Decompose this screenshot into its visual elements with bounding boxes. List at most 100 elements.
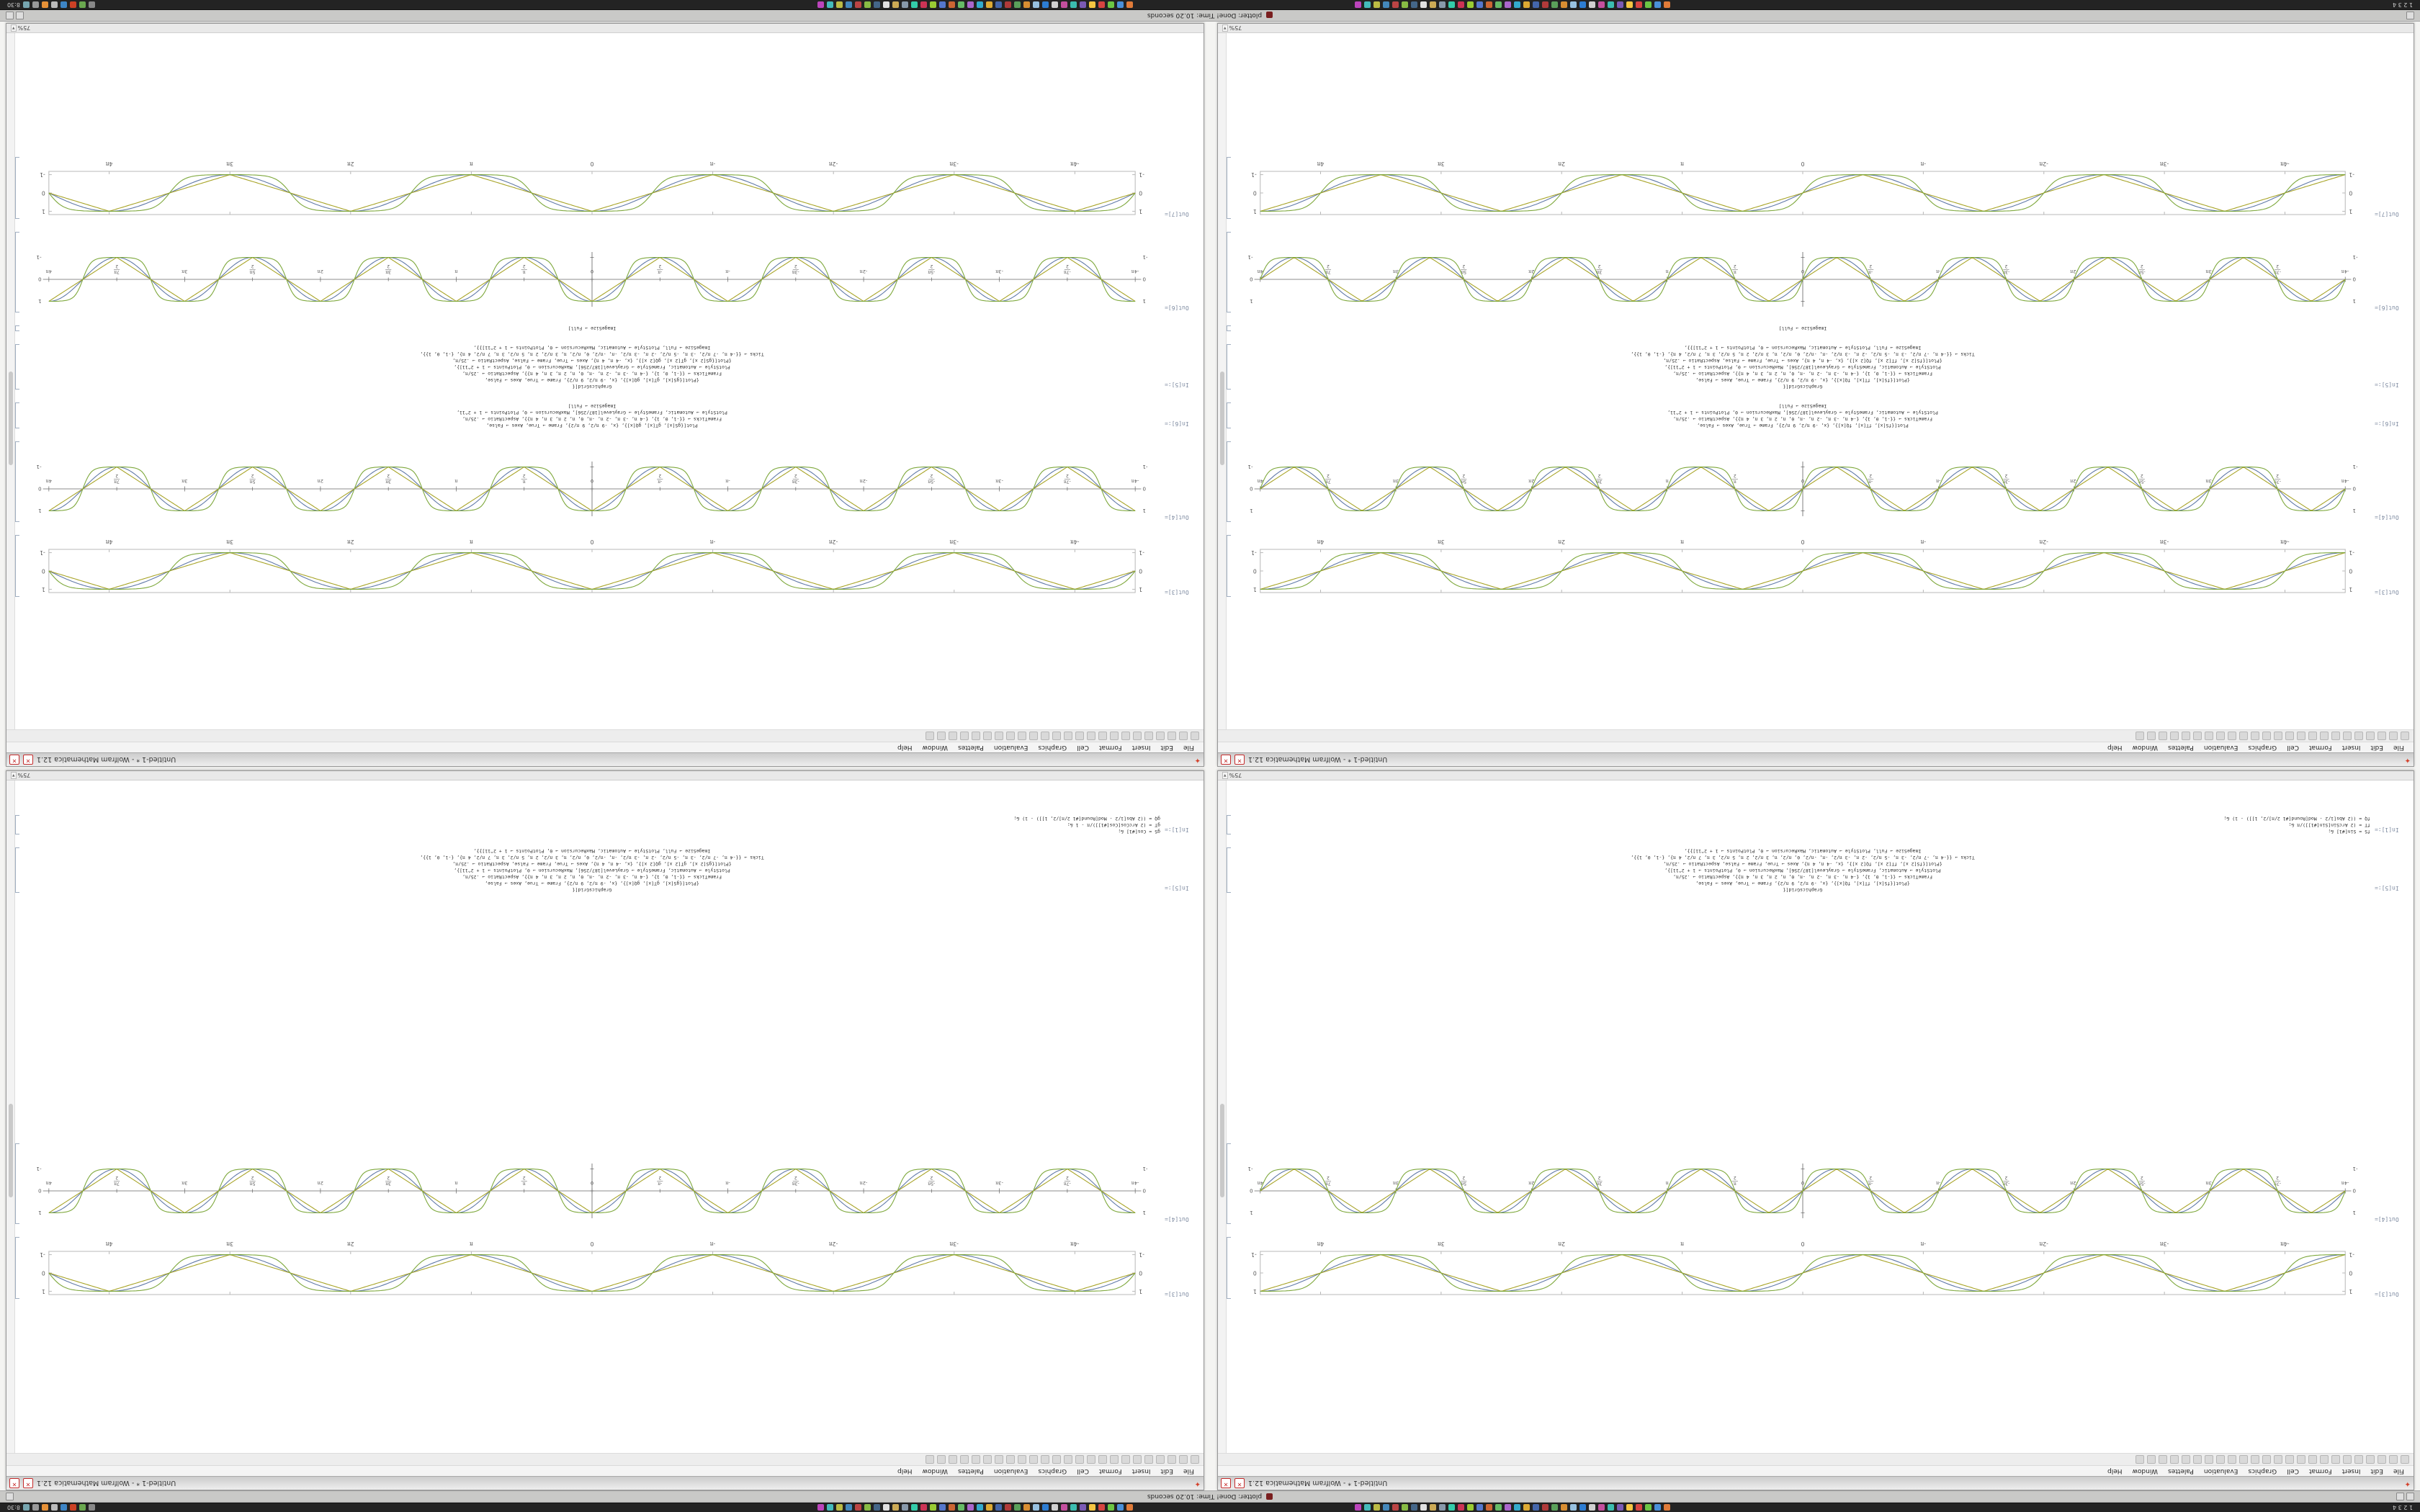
cell-bracket[interactable] [1227,344,1231,390]
launcher-icon[interactable] [826,1504,833,1511]
launcher-icon[interactable] [1363,1,1371,8]
window-titlebar[interactable]: ✦ Untitled-1 * - Wolfram Mathematica 12.… [1218,1476,2414,1490]
copy-icon[interactable] [1133,732,1142,740]
launcher-icon[interactable] [854,1504,861,1511]
bold-icon[interactable] [2297,732,2305,740]
launcher-icon[interactable] [1382,1504,1389,1511]
cell-bracket[interactable] [15,847,19,893]
align-icon[interactable] [2239,732,2248,740]
paste-icon[interactable] [1121,732,1130,740]
window-titlebar[interactable]: ✦ Untitled-1 * - Wolfram Mathematica 12.… [6,752,1204,766]
cell-group-icon[interactable] [2251,732,2259,740]
palette-icon[interactable] [2170,732,2179,740]
cell-bracket[interactable] [1227,402,1231,428]
launcher-icon[interactable] [1616,1,1623,8]
launcher-icon[interactable] [910,1504,918,1511]
inline-cell-icon[interactable] [2228,732,2236,740]
tray-icon[interactable] [79,1504,86,1511]
launcher-icon[interactable] [873,1,880,8]
launcher-icon[interactable] [845,1,852,8]
palette-icon[interactable] [960,732,969,740]
launcher-icon[interactable] [835,1,843,8]
hyperlink-icon[interactable] [2216,1455,2225,1464]
launcher-icon[interactable] [1663,1,1670,8]
copy-icon[interactable] [2343,1455,2352,1464]
statusbar-button[interactable] [2406,12,2414,19]
bold-icon[interactable] [1087,1455,1095,1464]
launcher-icon[interactable] [1051,1,1058,8]
tray-icon[interactable] [41,1,48,8]
launcher-icon[interactable] [901,1,908,8]
launcher-icon[interactable] [1541,1,1549,8]
input-form-icon[interactable] [995,732,1003,740]
menu-graphics[interactable]: Graphics [1038,1467,1067,1475]
zoom-menu-button[interactable]: ▾ [11,772,17,779]
launcher-icon[interactable] [1060,1504,1067,1511]
launcher-icon[interactable] [1551,1,1558,8]
launcher-icon[interactable] [1392,1,1399,8]
launcher-icon[interactable] [1485,1,1492,8]
tray-icon[interactable] [60,1504,67,1511]
launcher-icon[interactable] [1523,1,1530,8]
tray-icon[interactable] [88,1,95,8]
launcher-icon[interactable] [873,1504,880,1511]
launcher-icon[interactable] [995,1,1002,8]
redo-icon[interactable] [2308,732,2317,740]
launcher-icon[interactable] [1476,1504,1483,1511]
launcher-icon[interactable] [1354,1,1361,8]
cell-bracket[interactable] [1227,232,1231,312]
cut-icon[interactable] [2354,1455,2363,1464]
launcher-icon[interactable] [995,1504,1002,1511]
launcher-icon[interactable] [1410,1,1417,8]
launcher-icon[interactable] [967,1,974,8]
cell-bracket[interactable] [1227,847,1231,893]
cell-bracket[interactable] [1227,441,1231,522]
launcher-icon[interactable] [1070,1,1077,8]
launcher-icon[interactable] [1107,1504,1114,1511]
superscript-icon[interactable] [1052,732,1061,740]
launcher-icon[interactable] [1354,1504,1361,1511]
launcher-icon[interactable] [1597,1,1605,8]
cell-bracket[interactable] [15,1237,19,1299]
input-form-icon[interactable] [2205,732,2213,740]
print-icon[interactable] [1156,1455,1165,1464]
tray-icon[interactable] [88,1504,95,1511]
redo-icon[interactable] [1098,1455,1107,1464]
hyperlink-icon[interactable] [1006,732,1015,740]
print-icon[interactable] [1156,732,1165,740]
launcher-icon[interactable] [957,1504,964,1511]
cell-bracket[interactable] [1227,325,1231,331]
window-maximize-button[interactable]: ✕ [1234,755,1245,765]
statusbar-button[interactable] [6,1493,14,1500]
launcher-icon[interactable] [1023,1504,1030,1511]
cell-bracket[interactable] [1227,157,1231,219]
launcher-icon[interactable] [817,1,824,8]
options-icon[interactable] [2147,732,2156,740]
launcher-icon[interactable] [1126,1,1133,8]
launcher-icon[interactable] [1485,1504,1492,1511]
tray-icon[interactable] [32,1504,39,1511]
paste-icon[interactable] [1121,1455,1130,1464]
launcher-icon[interactable] [845,1504,852,1511]
menu-edit[interactable]: Edit [2370,744,2383,751]
launcher-icon[interactable] [1607,1,1614,8]
launcher-icon[interactable] [1532,1504,1539,1511]
hyperlink-icon[interactable] [1006,1455,1015,1464]
launcher-icon[interactable] [1032,1504,1039,1511]
cell-bracket[interactable] [1227,535,1231,597]
vertical-scrollbar[interactable] [1218,780,1227,1453]
zoom-control[interactable]: 75% ▾ [1222,772,1242,779]
menu-format[interactable]: Format [1098,744,1122,751]
palette-icon[interactable] [2170,1455,2179,1464]
launcher-icon[interactable] [910,1,918,8]
launcher-icon[interactable] [1088,1,1095,8]
tray-icon[interactable] [22,1,30,8]
launcher-icon[interactable] [1551,1504,1558,1511]
cell-bracket[interactable] [15,325,19,331]
menu-edit[interactable]: Edit [2370,1467,2383,1475]
launcher-icon[interactable] [1116,1,1124,8]
slideshow-icon[interactable] [2193,1455,2202,1464]
menu-insert[interactable]: Insert [2341,1467,2361,1475]
launcher-icon[interactable] [1607,1504,1614,1511]
menu-palettes[interactable]: Palettes [958,744,984,751]
